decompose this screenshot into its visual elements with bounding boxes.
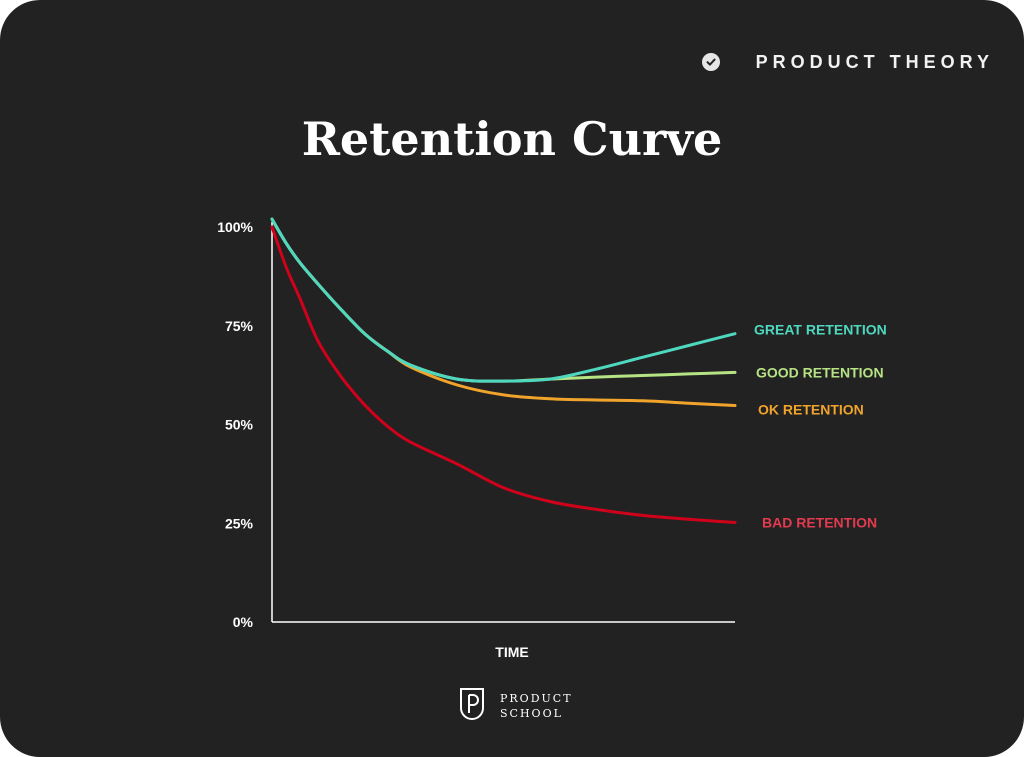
x-axis-label: TIME [495, 644, 528, 660]
series-label-bad-retention: BAD RETENTION [762, 514, 877, 530]
chart-title: Retention Curve [301, 112, 723, 166]
series-label-great-retention: GREAT RETENTION [754, 322, 887, 338]
series-label-good-retention: GOOD RETENTION [756, 364, 884, 380]
series-line-good-retention [270, 217, 737, 383]
y-tick-label: 0% [233, 614, 254, 630]
product-school-logo-icon [458, 686, 486, 725]
logo-line1: PRODUCT [500, 691, 573, 705]
logo-text: PRODUCT SCHOOL [500, 691, 573, 721]
brand-header: PRODUCT THEORY [701, 50, 994, 74]
y-tick-label: 100% [217, 219, 253, 235]
y-tick-label: 50% [225, 417, 254, 433]
brand-label: PRODUCT THEORY [755, 51, 994, 72]
series-line-great-retention [270, 217, 737, 383]
y-tick-label: 75% [225, 318, 254, 334]
logo-line2: SCHOOL [500, 706, 563, 720]
product-school-logo: PRODUCT SCHOOL [458, 686, 573, 725]
check-circle-icon [701, 53, 720, 71]
series-label-ok-retention: OK RETENTION [758, 402, 864, 418]
y-tick-label: 25% [225, 515, 254, 531]
series-line-bad-retention [270, 225, 737, 524]
